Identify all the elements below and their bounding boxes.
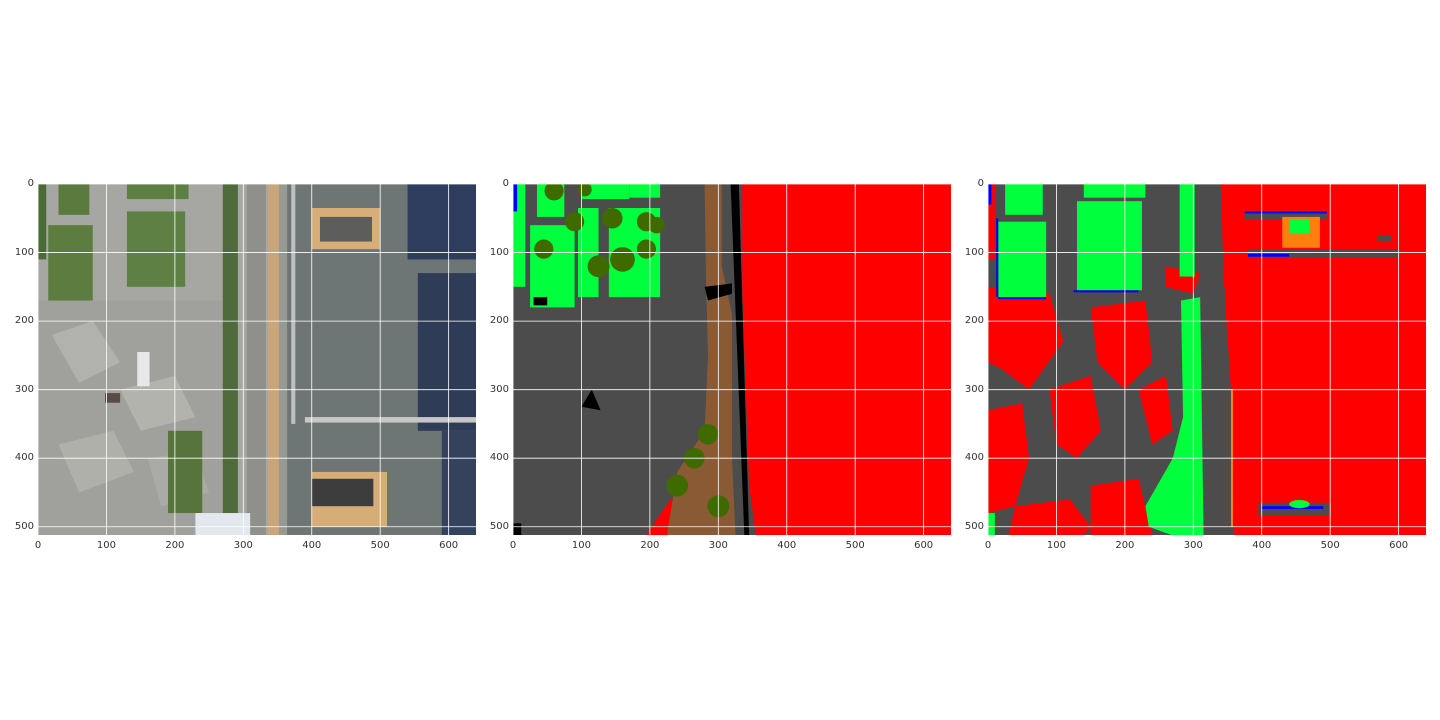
y-tick-label: 200	[489, 315, 509, 327]
x-tick-label: 200	[165, 540, 185, 551]
grid-overlay	[38, 184, 476, 535]
x-tick-label: 0	[509, 540, 517, 551]
predicted-mask-panel: 0 100 200 300 400 500 0 100 200 300 400 500 600	[965, 179, 1426, 551]
x-tick-label: 0	[34, 540, 42, 551]
x-tick-label: 0	[984, 540, 992, 551]
x-tick-label: 600	[1389, 540, 1409, 551]
y-tick-label: 0	[502, 178, 509, 189]
ground-truth-mask-panel: 0 100 200 300 400 500 0 100 200 300 400 500 600	[490, 179, 951, 551]
x-tick-label: 300	[708, 540, 728, 551]
y-tick-label: 0	[977, 178, 984, 189]
x-tick-label: 500	[845, 540, 865, 551]
y-tick-label: 500	[964, 520, 984, 532]
y-tick-label: 500	[489, 520, 509, 532]
x-tick-label: 300	[1183, 540, 1203, 551]
y-tick-label: 0	[27, 178, 34, 189]
y-tick-label: 100	[489, 246, 509, 258]
y-tick-label: 200	[14, 315, 34, 327]
y-tick-label: 300	[14, 383, 34, 395]
x-tick-label: 500	[370, 540, 390, 551]
aerial-photo-panel: 0 100 200 300 400 500 0 100 200 300 400 500 600	[15, 179, 476, 551]
x-tick-label: 600	[914, 540, 934, 551]
x-tick-label: 400	[1252, 540, 1272, 551]
x-tick-label: 100	[96, 540, 116, 551]
y-tick-label: 100	[964, 246, 984, 258]
y-tick-label: 300	[489, 383, 509, 395]
x-tick-label: 300	[233, 540, 253, 551]
x-tick-label: 400	[302, 540, 322, 551]
x-tick-label: 500	[1320, 540, 1340, 551]
y-tick-label: 400	[489, 452, 509, 464]
x-tick-label: 200	[1115, 540, 1135, 551]
x-tick-label: 600	[439, 540, 459, 551]
x-tick-label: 200	[640, 540, 660, 551]
y-tick-label: 200	[964, 315, 984, 327]
y-tick-label: 400	[964, 452, 984, 464]
y-tick-label: 100	[14, 246, 34, 258]
x-tick-label: 100	[1046, 540, 1066, 551]
predicted-mask	[988, 184, 1426, 535]
x-tick-label: 400	[777, 540, 797, 551]
grid-overlay	[988, 184, 1426, 535]
y-tick-label: 400	[14, 452, 34, 464]
aerial-photo	[38, 184, 476, 535]
grid-overlay	[513, 184, 951, 535]
x-tick-label: 100	[571, 540, 591, 551]
y-tick-label: 300	[964, 383, 984, 395]
y-tick-label: 500	[14, 520, 34, 532]
